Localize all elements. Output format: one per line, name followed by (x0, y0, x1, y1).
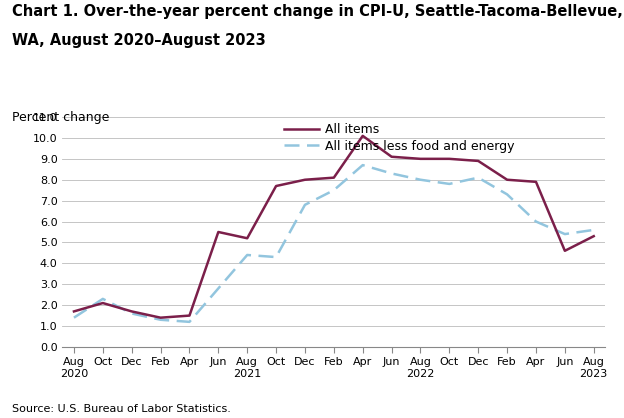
All items less food and energy (99, 296, 107, 301)
All items less food and energy (186, 319, 193, 324)
All items less food and energy (532, 219, 540, 224)
Text: WA, August 2020–August 2023: WA, August 2020–August 2023 (12, 33, 266, 48)
All items less food and energy (157, 317, 164, 322)
All items (561, 248, 568, 253)
All items (186, 313, 193, 318)
All items less food and energy (359, 163, 366, 168)
All items less food and energy (272, 255, 280, 260)
All items (272, 184, 280, 189)
All items (417, 156, 424, 161)
All items (301, 177, 309, 182)
All items less food and energy (388, 171, 396, 176)
All items (388, 154, 396, 159)
Text: Chart 1. Over-the-year percent change in CPI-U, Seattle-Tacoma-Bellevue,: Chart 1. Over-the-year percent change in… (12, 4, 623, 19)
All items (71, 309, 78, 314)
All items less food and energy (446, 181, 453, 186)
All items less food and energy (590, 227, 597, 232)
All items less food and energy (330, 188, 338, 193)
All items (504, 177, 511, 182)
Legend: All items, All items less food and energy: All items, All items less food and energ… (284, 123, 514, 153)
Line: All items: All items (74, 136, 593, 318)
All items less food and energy (243, 252, 251, 257)
All items (243, 236, 251, 241)
All items (128, 309, 135, 314)
All items less food and energy (504, 192, 511, 197)
All items less food and energy (301, 202, 309, 207)
All items (99, 301, 107, 306)
All items (157, 315, 164, 320)
All items less food and energy (128, 311, 135, 316)
All items (446, 156, 453, 161)
All items less food and energy (71, 315, 78, 320)
All items (215, 229, 222, 234)
Text: Percent change: Percent change (12, 111, 110, 124)
Text: Source: U.S. Bureau of Labor Statistics.: Source: U.S. Bureau of Labor Statistics. (12, 404, 232, 414)
All items less food and energy (561, 232, 568, 237)
All items less food and energy (417, 177, 424, 182)
All items (532, 179, 540, 184)
Line: All items less food and energy: All items less food and energy (74, 165, 593, 322)
All items (590, 234, 597, 239)
All items less food and energy (474, 175, 482, 180)
All items (359, 133, 366, 138)
All items (330, 175, 338, 180)
All items (474, 158, 482, 163)
